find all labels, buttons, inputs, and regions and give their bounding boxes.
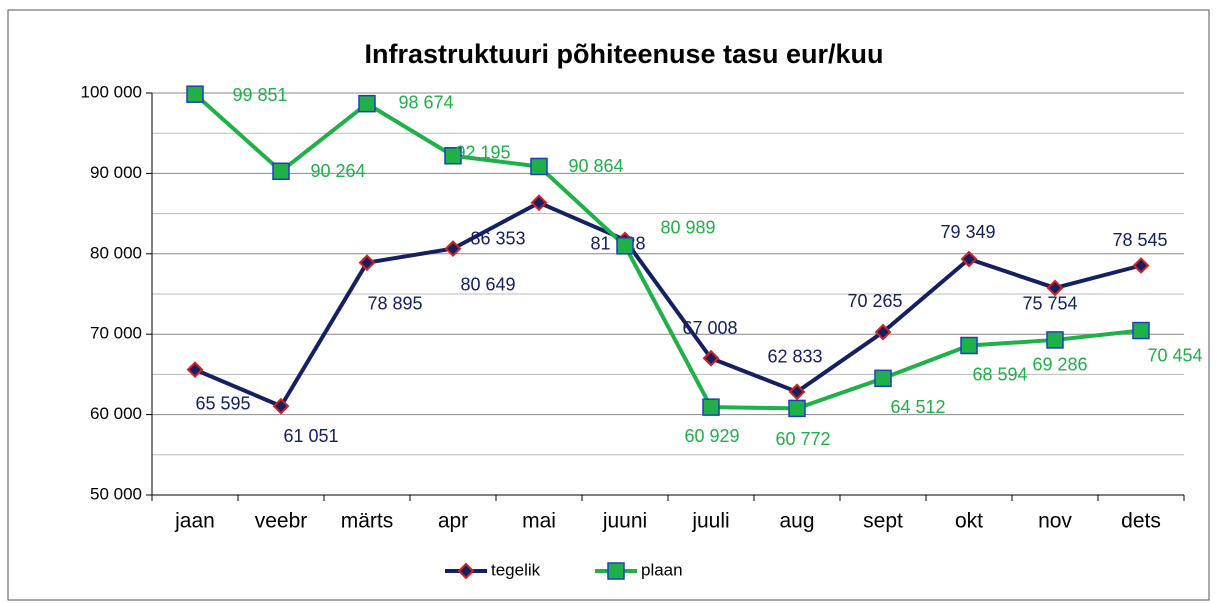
data-label: 60 929 [684,426,739,446]
data-label: 86 353 [470,228,525,248]
x-tick-label: juuni [602,510,647,533]
data-label: 70 454 [1147,345,1202,365]
x-tick-label: märts [341,510,394,533]
data-label: 60 772 [775,429,830,449]
data-label: 98 674 [398,92,453,112]
data-label: 67 008 [682,318,737,338]
legend-label: plaan [641,560,683,579]
x-tick-label: veebr [255,510,308,533]
marker [272,397,290,415]
data-label: 62 833 [767,347,822,367]
marker [272,162,290,181]
data-label: 90 264 [310,161,365,181]
x-tick-label: nov [1038,510,1072,533]
y-tick-label: 90 000 [90,163,142,182]
y-tick-label: 100 000 [81,82,142,101]
legend-label: tegelik [491,560,541,579]
data-label: 80 649 [460,274,515,294]
data-label: 80 989 [660,218,715,238]
x-tick-label: sept [863,510,903,533]
line [193,92,1142,411]
marker [358,254,376,272]
marker [616,237,634,255]
data-label: 90 864 [568,156,623,176]
marker [358,94,376,113]
data-label: 70 265 [847,291,902,311]
data-label: 65 595 [195,393,250,413]
marker [186,361,204,379]
y-tick-label: 60 000 [90,404,142,423]
marker [702,349,720,367]
data-label: 68 594 [972,364,1027,384]
data-label: 64 512 [890,397,945,417]
x-tick-label: apr [438,510,468,533]
marker [874,369,892,388]
marker [788,399,806,418]
marker [607,562,625,580]
marker [960,336,978,355]
data-label: 78 895 [367,293,422,313]
marker [530,157,548,176]
x-tick-label: dets [1121,510,1161,533]
marker [1046,279,1064,297]
data-label: 75 754 [1022,294,1077,314]
chart-title: Infrastruktuuri põhiteenuse tasu eur/kuu [364,39,883,69]
line [194,200,1142,409]
x-tick-label: jaan [174,510,215,533]
data-label: 61 051 [283,426,338,446]
y-tick-label: 50 000 [90,484,142,503]
marker [788,383,806,401]
data-label: 78 545 [1112,230,1167,250]
data-label: 99 851 [232,85,287,105]
marker [530,194,548,212]
marker [960,250,978,268]
data-label: 69 286 [1032,355,1087,375]
marker [874,323,892,341]
marker [444,240,462,257]
data-label: 92 195 [455,143,510,163]
y-tick-label: 70 000 [90,324,142,343]
x-tick-label: mai [522,510,556,533]
x-tick-label: aug [779,510,814,533]
marker [702,398,720,416]
marker [1046,331,1064,349]
y-tick-label: 80 000 [90,243,142,262]
marker [444,147,462,165]
marker [186,85,204,103]
x-tick-label: okt [955,510,983,533]
marker [1132,257,1150,274]
marker [457,562,475,580]
data-label: 79 349 [940,222,995,242]
x-tick-label: juuli [691,510,729,533]
marker [1132,321,1150,340]
